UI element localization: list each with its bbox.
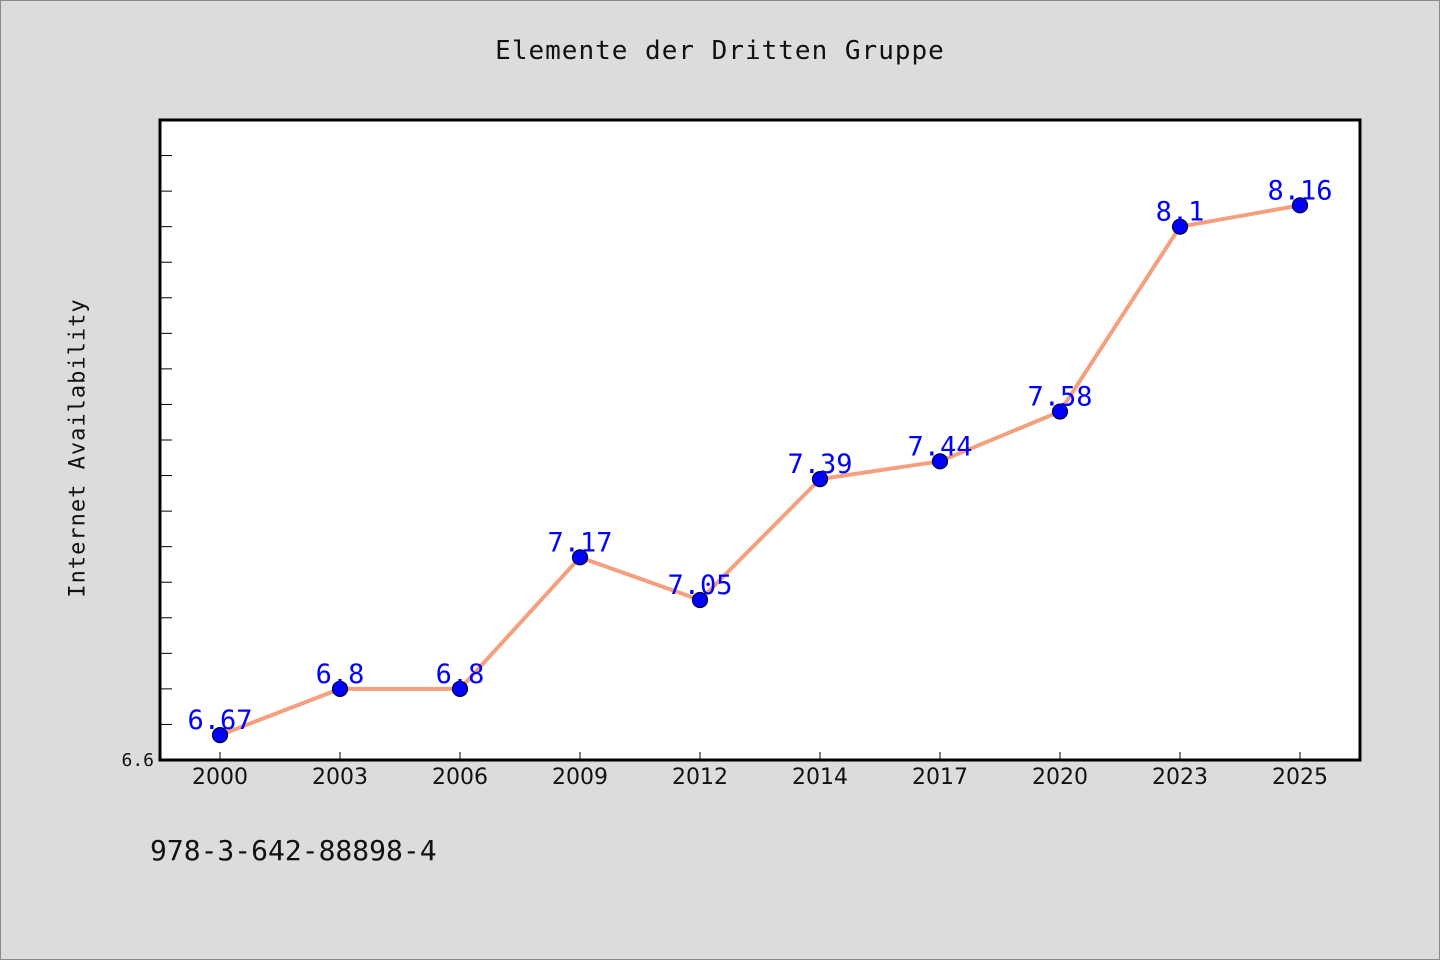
x-tick-label: 2023 <box>1152 765 1208 790</box>
y-axis-ticks: 6.6 <box>121 155 172 771</box>
y-tick-label: 6.6 <box>121 750 154 771</box>
data-point <box>571 549 589 566</box>
data-label: 7.17 <box>547 527 612 558</box>
data-label: 8.16 <box>1267 175 1332 206</box>
data-point <box>691 591 709 609</box>
chart-title: Elemente der Dritten Gruppe <box>495 36 945 66</box>
x-tick-label: 2012 <box>672 765 728 790</box>
x-tick-label: 2009 <box>552 765 608 790</box>
x-tick-label: 2017 <box>912 765 968 790</box>
data-label: 7.05 <box>667 570 732 601</box>
x-tick-label: 2014 <box>792 765 848 790</box>
isbn-text: 978-3-642-88898-4 <box>150 834 437 867</box>
data-label: 6.8 <box>316 659 365 690</box>
x-tick-label: 2006 <box>432 765 488 790</box>
data-point <box>1051 403 1069 420</box>
data-point <box>451 680 469 697</box>
data-point <box>331 680 349 697</box>
series-line <box>218 203 1302 738</box>
data-point <box>211 727 229 744</box>
x-tick-label: 2000 <box>192 765 248 790</box>
plot-area <box>158 118 1362 762</box>
data-label: 6.8 <box>436 659 485 690</box>
x-axis-ticks: 2000 2003 2006 2009 2012 2014 2017 2020 2023 2025 <box>192 752 1328 790</box>
data-point <box>1171 218 1189 235</box>
data-label: 8.1 <box>1156 197 1205 228</box>
data-label: 7.39 <box>787 449 852 480</box>
plot-frame <box>158 118 1362 762</box>
x-tick-label: 2020 <box>1032 765 1088 790</box>
x-tick-label: 2003 <box>312 765 368 790</box>
data-labels: 6.67 6.8 6.8 7.17 7.05 7.39 7.44 7.58 8.1 8.16 <box>187 175 1332 736</box>
data-point <box>931 453 949 470</box>
data-point <box>1291 197 1309 214</box>
x-tick-label: 2025 <box>1272 765 1328 790</box>
data-point <box>811 471 829 488</box>
data-label: 7.44 <box>907 431 972 462</box>
series-line-group <box>218 203 1302 738</box>
data-markers <box>211 197 1309 744</box>
data-label: 7.58 <box>1027 382 1092 413</box>
data-label: 6.67 <box>187 705 252 736</box>
